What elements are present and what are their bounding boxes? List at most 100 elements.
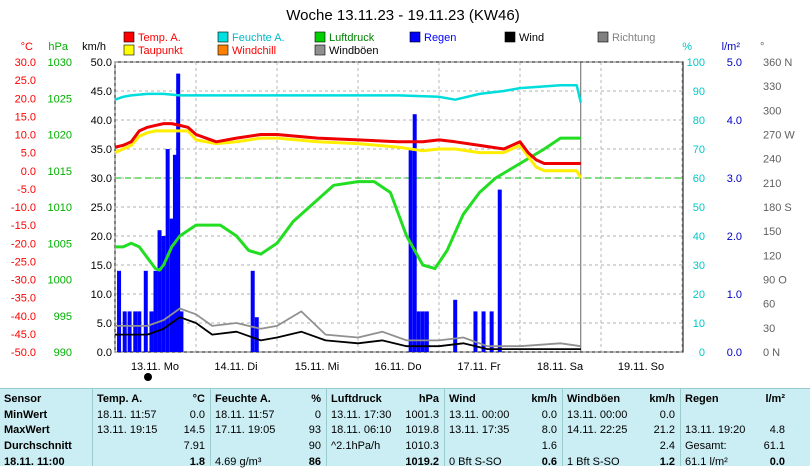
direction-tick-11: 30 — [763, 323, 775, 335]
cell-value: 0.6 — [541, 456, 557, 468]
rain-bar-19 — [416, 311, 421, 352]
cell-label: 14.11. 22:25 — [567, 424, 628, 436]
series-line-wind — [115, 316, 581, 351]
temp-tick-10: -20.0 — [11, 238, 36, 250]
legend-swatch-8 — [314, 44, 326, 56]
pressure-tick-4: 1010 — [48, 202, 72, 214]
wind-tick-7: 15.0 — [91, 260, 112, 272]
humidity-tick-6: 40 — [693, 231, 705, 243]
cell-label: 4.69 g/m³ — [215, 456, 262, 468]
wind-tick-8: 10.0 — [91, 289, 112, 301]
direction-tick-8: 120 — [763, 250, 781, 262]
humidity-tick-3: 70 — [693, 144, 705, 156]
rain-bar-6 — [149, 311, 154, 352]
temp-tick-8: -10.0 — [11, 202, 36, 214]
cell-label: 18.11. 11:57 — [215, 409, 275, 421]
wind-tick-2: 40.0 — [91, 115, 112, 127]
rain-bar-8 — [157, 230, 162, 352]
statistics-table: Sensor MinWert MaxWert Durchschnitt 18.11. 1… — [0, 388, 810, 468]
humidity-tick-8: 20 — [693, 289, 705, 301]
cell-value: 0.0 — [659, 409, 675, 421]
rain-bar-14 — [179, 311, 184, 352]
humidity-tick-10: 0 — [699, 347, 705, 359]
direction-tick-1: 330 — [763, 81, 781, 93]
wind-tick-6: 20.0 — [91, 231, 112, 243]
cell-label: 13.11. 00:00 — [449, 409, 510, 421]
legend-swatch-2 — [314, 31, 326, 43]
cell-value: 14.5 — [183, 424, 205, 436]
rain-tick-0: 5.0 — [727, 57, 742, 69]
humidity-tick-5: 50 — [693, 202, 705, 214]
cell-value: 4.8 — [769, 424, 785, 436]
rain-bar-22 — [453, 299, 458, 352]
legend-label-4: Wind — [519, 32, 544, 44]
cell-value: 90 — [308, 440, 321, 452]
row-label-1: MinWert — [4, 409, 48, 421]
column-unit: km/h — [531, 393, 557, 405]
cell-value: 1019.2 — [405, 456, 439, 468]
legend-label-2: Luftdruck — [329, 32, 375, 44]
humidity-tick-0: 100 — [687, 57, 705, 69]
table-column-0: Temp. A. °C 18.11. 11:57 0.0 13.11. 19:15 14.… — [92, 389, 211, 468]
column-header: Wind — [449, 393, 476, 405]
weather-chart: Woche 13.11.23 - 19.11.23 (KW46) Temp. A… — [11, 7, 795, 381]
cell-value: 93 — [308, 424, 321, 436]
legend: Temp. A. Feuchte A. Luftdruck Regen Wind Rich… — [123, 31, 655, 57]
cell-value: 1.2 — [659, 456, 675, 468]
rain-bar-16 — [254, 317, 259, 352]
series-line-luftdruck — [115, 136, 581, 272]
temp-tick-14: -40.0 — [11, 311, 36, 323]
x-tick-5: 18.11. Sa — [537, 361, 584, 373]
cell-label: ^2.1hPa/h — [331, 440, 381, 452]
series-line-temp-a — [114, 122, 581, 165]
pressure-tick-8: 990 — [54, 347, 72, 359]
rain-bar-11 — [169, 218, 174, 352]
rain-bar-3 — [133, 311, 138, 352]
pressure-tick-1: 1025 — [48, 93, 72, 105]
cell-value: 0.0 — [541, 409, 557, 421]
direction-tick-9: 90 O — [763, 275, 787, 287]
x-tick-1: 14.11. Di — [214, 361, 257, 373]
cell-label: 13.11. 19:20 — [685, 424, 746, 436]
wind-tick-9: 5.0 — [97, 318, 112, 330]
series-line-taupunkt — [114, 129, 583, 179]
temp-tick-0: 30.0 — [15, 57, 36, 69]
temp-tick-7: -5.0 — [17, 184, 36, 196]
temp-tick-1: 25.0 — [15, 75, 36, 87]
cell-value: 8.0 — [541, 424, 557, 436]
legend-label-5: Richtung — [612, 32, 655, 44]
temp-tick-13: -35.0 — [11, 293, 36, 305]
cell-value: 21.2 — [653, 424, 675, 436]
legend-label-6: Taupunkt — [138, 45, 183, 57]
direction-tick-2: 300 — [763, 105, 781, 117]
column-unit: °C — [192, 393, 205, 405]
direction-tick-3: 270 W — [763, 130, 795, 142]
x-tick-0: 13.11. Mo — [131, 361, 179, 373]
pressure-tick-5: 1005 — [48, 238, 72, 250]
direction-tick-5: 210 — [763, 178, 781, 190]
legend-label-3: Regen — [424, 32, 456, 44]
cell-label: 13.11. 17:30 — [331, 409, 392, 421]
column-unit: % — [311, 393, 321, 405]
direction-tick-7: 150 — [763, 226, 781, 238]
column-unit: l/m² — [765, 393, 785, 405]
series-line-feuchte-a — [114, 83, 583, 103]
legend-label-1: Feuchte A. — [232, 32, 285, 44]
x-tick-2: 15.11. Mi — [295, 361, 339, 373]
rain-bar-18 — [412, 114, 417, 352]
humidity-tick-9: 10 — [693, 318, 705, 330]
direction-tick-10: 60 — [763, 299, 775, 311]
legend-label-7: Windchill — [232, 45, 276, 57]
legend-swatch-0 — [123, 31, 135, 43]
humidity-tick-7: 30 — [693, 260, 705, 272]
humidity-unit: % — [682, 41, 692, 53]
rain-bar-0 — [117, 270, 122, 352]
cell-value: 1.6 — [541, 440, 557, 452]
rain-bar-21 — [424, 311, 429, 352]
temp-tick-3: 15.0 — [15, 111, 36, 123]
rain-tick-3: 2.0 — [727, 231, 742, 243]
wind-tick-1: 45.0 — [91, 86, 112, 98]
rain-bar-12 — [172, 154, 177, 352]
table-column-4: Windböen km/h 13.11. 00:00 0.0 14.11. 22:25 2… — [562, 389, 681, 468]
cell-value: 1019.8 — [405, 424, 439, 436]
